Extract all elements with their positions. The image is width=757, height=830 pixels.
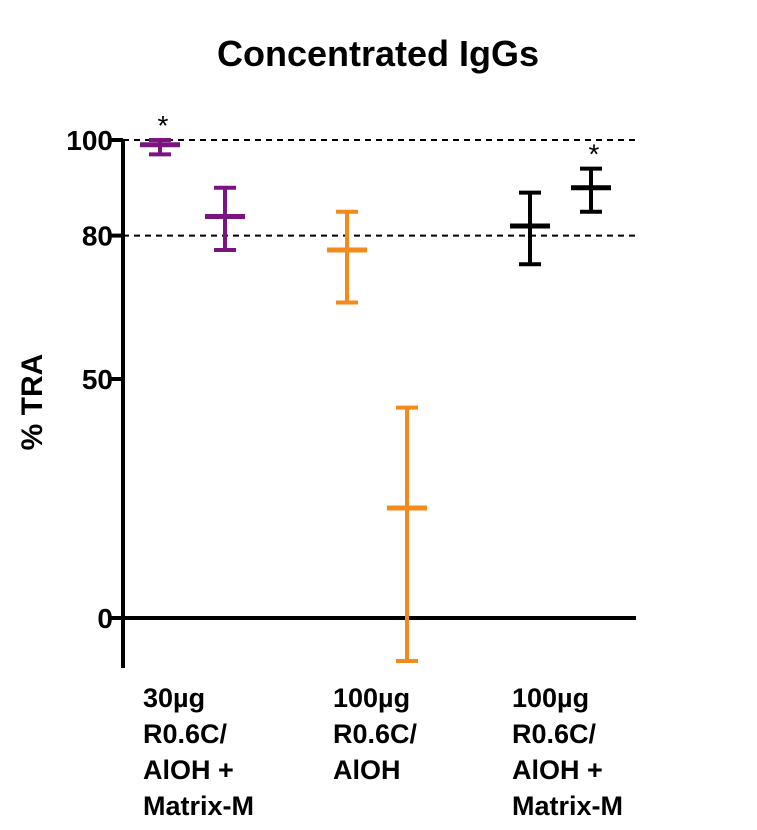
significance-marker: * [589,139,600,170]
data-point-5: * [571,139,611,214]
significance-marker: * [158,110,169,141]
x-group-label-3: 100µg R0.6C/ AlOH + Matrix-M [512,683,624,821]
chart-title: Concentrated IgGs [217,33,539,74]
data-point-3 [387,405,427,664]
y-axis-label: % TRA [16,354,49,451]
data-point-4 [510,190,550,267]
data-point-0: * [140,110,180,157]
y-tick-label-100: 100 [66,125,113,156]
y-tick-label-0: 0 [97,603,113,634]
x-group-label-1: 30µg R0.6C/ AlOH + Matrix-M [143,683,255,821]
x-group-label-2: 100µg R0.6C/ AlOH [333,683,418,785]
data-point-2 [327,209,367,305]
y-tick-label-80: 80 [82,221,113,252]
data-point-1 [205,185,245,252]
y-tick-label-50: 50 [82,364,113,395]
